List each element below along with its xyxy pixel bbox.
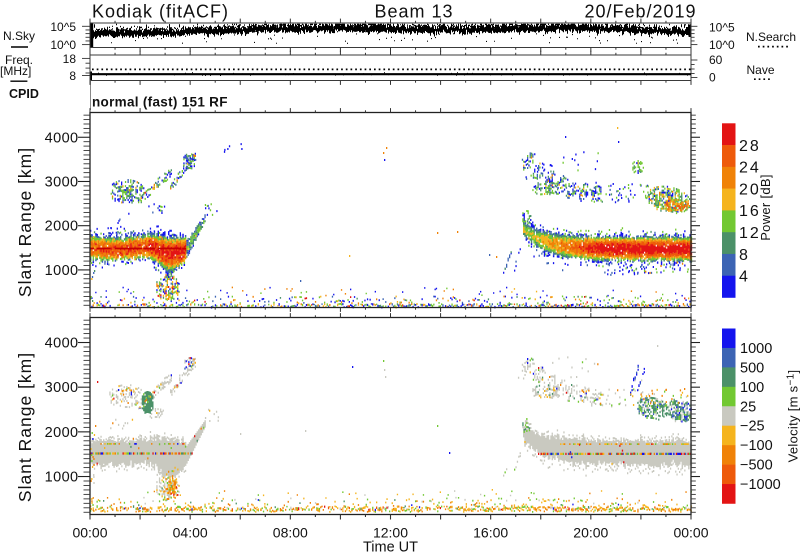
svg-text:normal (fast) 151 RF: normal (fast) 151 RF (92, 95, 228, 110)
svg-text:12: 12 (739, 225, 761, 242)
svg-text:Power [dB]: Power [dB] (758, 174, 773, 241)
svg-text:8: 8 (69, 69, 76, 83)
svg-text:2000: 2000 (45, 219, 79, 235)
svg-text:16:00: 16:00 (473, 525, 508, 541)
svg-text:CPID: CPID (9, 87, 39, 101)
svg-text:0: 0 (709, 70, 716, 84)
svg-text:10^5: 10^5 (50, 20, 76, 34)
svg-text:−1000: −1000 (740, 477, 781, 493)
svg-text:Beam 13: Beam 13 (374, 2, 453, 22)
svg-text:3000: 3000 (45, 380, 79, 396)
svg-text:20:00: 20:00 (573, 525, 608, 541)
svg-text:−25: −25 (740, 419, 765, 435)
svg-text:Velocity [m s−1]: Velocity [m s−1] (786, 370, 800, 463)
svg-text:4: 4 (739, 269, 750, 286)
svg-text:16: 16 (739, 203, 761, 220)
svg-text:24: 24 (739, 160, 761, 177)
svg-text:N.Search: N.Search (746, 30, 796, 44)
svg-text:3000: 3000 (45, 174, 79, 190)
svg-text:10^0: 10^0 (709, 38, 735, 52)
svg-text:−500: −500 (740, 458, 773, 474)
svg-text:25: 25 (740, 399, 756, 415)
svg-text:1000: 1000 (45, 470, 79, 486)
svg-text:04:00: 04:00 (173, 525, 208, 541)
svg-text:Nave: Nave (747, 63, 775, 77)
svg-text:[MHz]: [MHz] (0, 64, 31, 78)
svg-text:Kodiak (fitACF): Kodiak (fitACF) (92, 2, 229, 22)
svg-text:18: 18 (63, 52, 77, 66)
svg-text:Freq.: Freq. (5, 53, 33, 67)
svg-text:20: 20 (739, 181, 761, 198)
svg-text:00:00: 00:00 (72, 525, 107, 541)
svg-text:100: 100 (740, 380, 764, 396)
svg-text:60: 60 (709, 53, 723, 67)
svg-text:−100: −100 (740, 438, 773, 454)
svg-text:Slant Range [km]: Slant Range [km] (15, 352, 35, 502)
svg-text:10^0: 10^0 (50, 38, 76, 52)
svg-text:08:00: 08:00 (273, 525, 308, 541)
svg-text:1000: 1000 (740, 341, 772, 357)
svg-text:Slant Range [km]: Slant Range [km] (15, 147, 35, 297)
svg-text:Time UT: Time UT (363, 540, 418, 554)
svg-text:10^5: 10^5 (709, 21, 735, 35)
svg-text:500: 500 (740, 360, 764, 376)
svg-text:1000: 1000 (45, 263, 79, 279)
svg-text:8: 8 (739, 247, 750, 264)
svg-text:20/Feb/2019: 20/Feb/2019 (584, 2, 696, 22)
svg-text:00:00: 00:00 (673, 525, 708, 541)
svg-text:28: 28 (739, 138, 761, 155)
svg-text:4000: 4000 (45, 336, 79, 352)
svg-text:4000: 4000 (45, 130, 79, 146)
svg-text:N.Sky: N.Sky (3, 29, 35, 43)
svg-text:12:00: 12:00 (373, 525, 408, 541)
svg-text:2000: 2000 (45, 425, 79, 441)
